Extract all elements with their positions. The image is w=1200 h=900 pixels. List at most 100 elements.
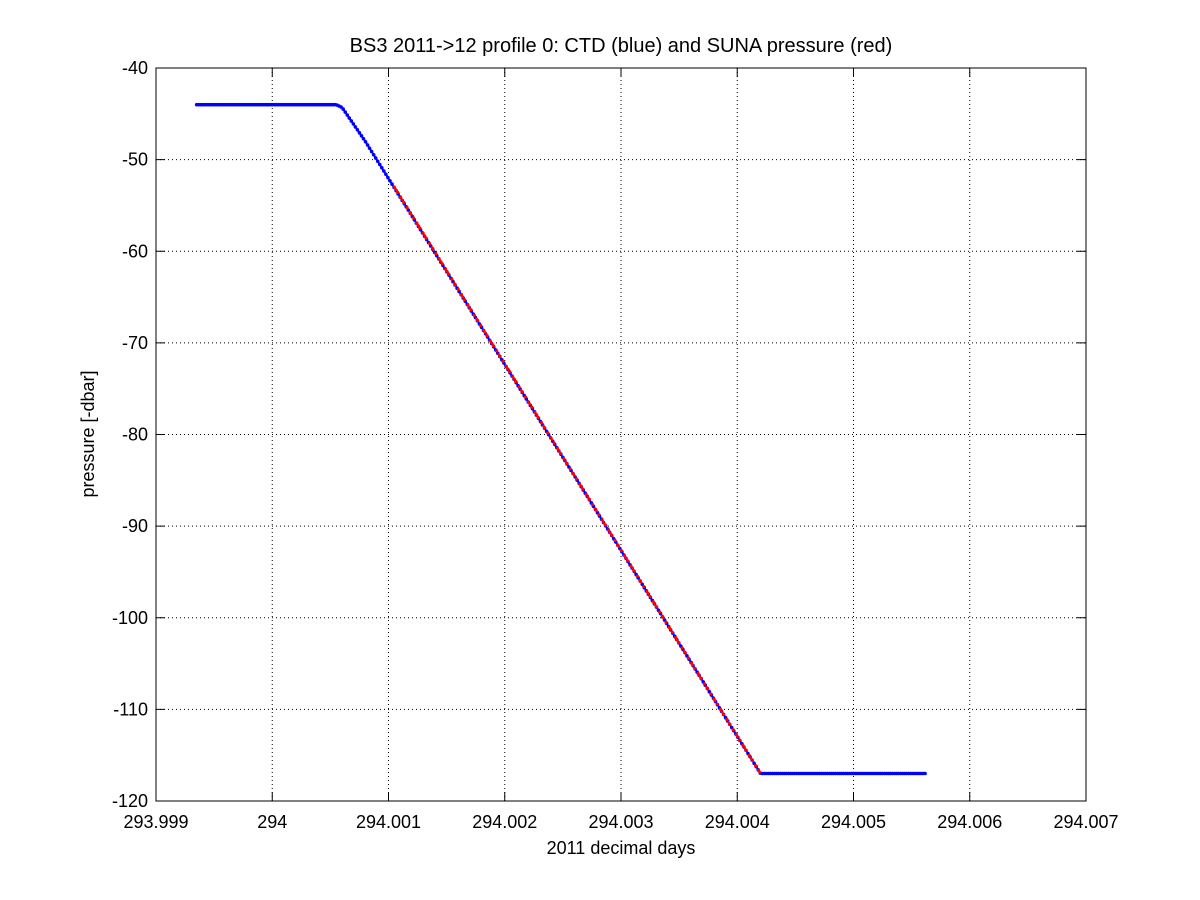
data-point: [923, 771, 927, 776]
data-point: [450, 277, 454, 281]
data-point: [463, 298, 467, 302]
data-point: [638, 579, 643, 583]
data-point: [715, 702, 719, 706]
data-point: [670, 630, 675, 635]
data-point: [367, 146, 372, 151]
data-point: [479, 323, 483, 327]
data-point: [466, 303, 470, 307]
data-point: [603, 523, 607, 527]
data-point: [437, 257, 441, 261]
data-point: [504, 364, 508, 368]
data-point: [427, 241, 432, 246]
x-tick-labels: 293.999 294 294.001 294.002 294.003 294.004 29…: [123, 812, 1118, 832]
data-point: [654, 605, 659, 609]
y-tick-labels: -120 -110 -100 -90 -80 -70 -60 -50 -40: [112, 58, 148, 811]
data-point: [363, 139, 368, 144]
data-point: [373, 156, 378, 160]
data-point: [699, 676, 703, 681]
data-point: [341, 107, 345, 111]
data-point: [418, 226, 422, 230]
y-tick-label: -100: [112, 608, 148, 628]
x-tick-label: 294.003: [588, 812, 653, 832]
data-point: [712, 697, 716, 701]
data-point: [690, 661, 694, 665]
data-point: [475, 318, 480, 322]
data-point: [390, 182, 394, 186]
data-point: [343, 110, 348, 114]
data-point: [392, 185, 396, 189]
data-point: [555, 446, 559, 450]
data-point: [702, 682, 707, 686]
data-point: [571, 472, 575, 476]
data-point: [365, 143, 370, 147]
x-tick-label: 294.004: [705, 812, 770, 832]
data-point: [597, 513, 601, 517]
data-point: [546, 431, 550, 435]
data-point: [718, 707, 722, 711]
data-point: [709, 692, 713, 696]
data-point: [510, 374, 515, 379]
data-point: [386, 175, 390, 180]
data-point: [574, 477, 579, 481]
y-tick-label: -60: [122, 241, 148, 261]
data-point: [447, 272, 451, 276]
data-point: [485, 333, 489, 338]
data-point: [584, 492, 588, 496]
data-point: [434, 252, 438, 256]
data-point: [353, 125, 358, 129]
data-point: [549, 436, 553, 440]
data-point: [664, 620, 668, 624]
data-point: [507, 369, 511, 374]
data-point: [399, 195, 403, 199]
data-point: [530, 405, 534, 409]
data-point: [606, 528, 611, 532]
data-point: [734, 733, 738, 737]
data-point: [613, 538, 617, 542]
data-point: [747, 753, 751, 757]
y-tick-label: -110: [113, 699, 148, 719]
data-point: [757, 769, 761, 773]
data-point: [667, 625, 671, 629]
y-tick-label: -80: [122, 425, 148, 445]
x-tick-label: 294.001: [356, 812, 421, 832]
data-point: [533, 410, 537, 414]
x-tick-label: 294: [257, 812, 287, 832]
y-tick-label: -50: [122, 150, 148, 170]
data-point: [424, 236, 428, 240]
data-point: [345, 113, 350, 117]
data-point: [721, 712, 726, 717]
data-point: [517, 385, 521, 389]
y-tick-label: -70: [122, 333, 148, 353]
data-point: [536, 415, 540, 420]
data-point: [632, 569, 636, 573]
data-point: [622, 554, 627, 558]
data-point: [456, 287, 460, 292]
y-axis-label: pressure [-dbar]: [78, 370, 98, 497]
data-point: [380, 166, 384, 170]
data-point: [411, 216, 416, 220]
data-point: [552, 441, 556, 445]
data-point: [590, 502, 595, 507]
data-point: [725, 717, 729, 722]
data-point: [706, 687, 710, 691]
x-tick-label: 294.005: [821, 812, 886, 832]
data-point: [696, 671, 700, 676]
data-point: [565, 461, 569, 466]
data-point: [359, 133, 364, 138]
data-point: [753, 764, 758, 768]
data-point: [728, 723, 732, 727]
data-point: [600, 518, 604, 522]
data-point: [421, 231, 425, 235]
data-point: [677, 641, 681, 645]
data-point: [349, 119, 354, 123]
data-point: [440, 262, 444, 266]
chart-title: BS3 2011->12 profile 0: CTD (blue) and S…: [350, 35, 893, 57]
data-point: [488, 339, 492, 343]
data-point: [648, 595, 652, 599]
data-point: [741, 743, 745, 747]
data-point: [355, 128, 360, 132]
data-point: [491, 344, 496, 348]
data-point: [616, 543, 620, 548]
data-point: [384, 172, 388, 177]
